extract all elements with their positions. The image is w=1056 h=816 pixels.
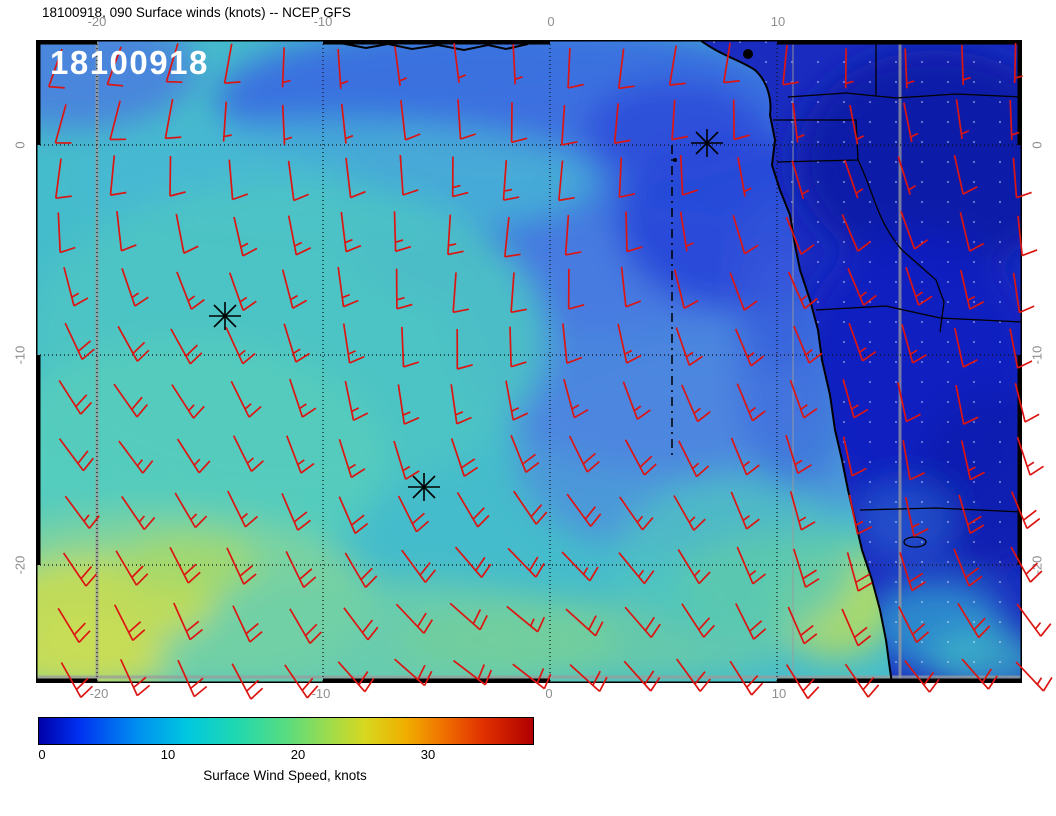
colorbar-tick: 30 bbox=[420, 747, 436, 762]
island bbox=[673, 158, 677, 162]
colorbar-tick: 0 bbox=[38, 747, 46, 762]
x-tick-bottom: 10 bbox=[771, 686, 787, 701]
y-tick-left: -20 bbox=[12, 555, 28, 575]
x-tick-top: -10 bbox=[313, 14, 333, 29]
figure-title: 18100918, 090 Surface winds (knots) -- N… bbox=[42, 5, 351, 20]
date-stamp: 18100918 bbox=[50, 44, 209, 81]
colorbar-label: Surface Wind Speed, knots bbox=[203, 768, 367, 783]
x-tick-top: -20 bbox=[87, 14, 107, 29]
speed-field bbox=[36, 40, 1022, 683]
island bbox=[743, 49, 753, 59]
wind-barb bbox=[1016, 603, 1052, 637]
x-tick-bottom: -20 bbox=[89, 686, 109, 701]
colorbar bbox=[38, 717, 534, 745]
x-tick-top: 0 bbox=[547, 14, 555, 29]
colorbar-tick: 20 bbox=[290, 747, 306, 762]
y-tick-left: 0 bbox=[12, 141, 28, 149]
wind-map-canvas bbox=[35, 39, 1023, 684]
map-frame bbox=[35, 39, 1023, 684]
x-tick-bottom: 0 bbox=[545, 686, 553, 701]
y-tick-right: -10 bbox=[1029, 345, 1045, 365]
x-tick-bottom: -10 bbox=[311, 686, 331, 701]
country-borders bbox=[773, 40, 1022, 548]
y-tick-right: 0 bbox=[1029, 141, 1045, 149]
x-tick-top: 10 bbox=[770, 14, 786, 29]
y-tick-left: -10 bbox=[12, 345, 28, 365]
y-tick-right: -20 bbox=[1029, 555, 1045, 575]
colorbar-tick: 10 bbox=[160, 747, 176, 762]
